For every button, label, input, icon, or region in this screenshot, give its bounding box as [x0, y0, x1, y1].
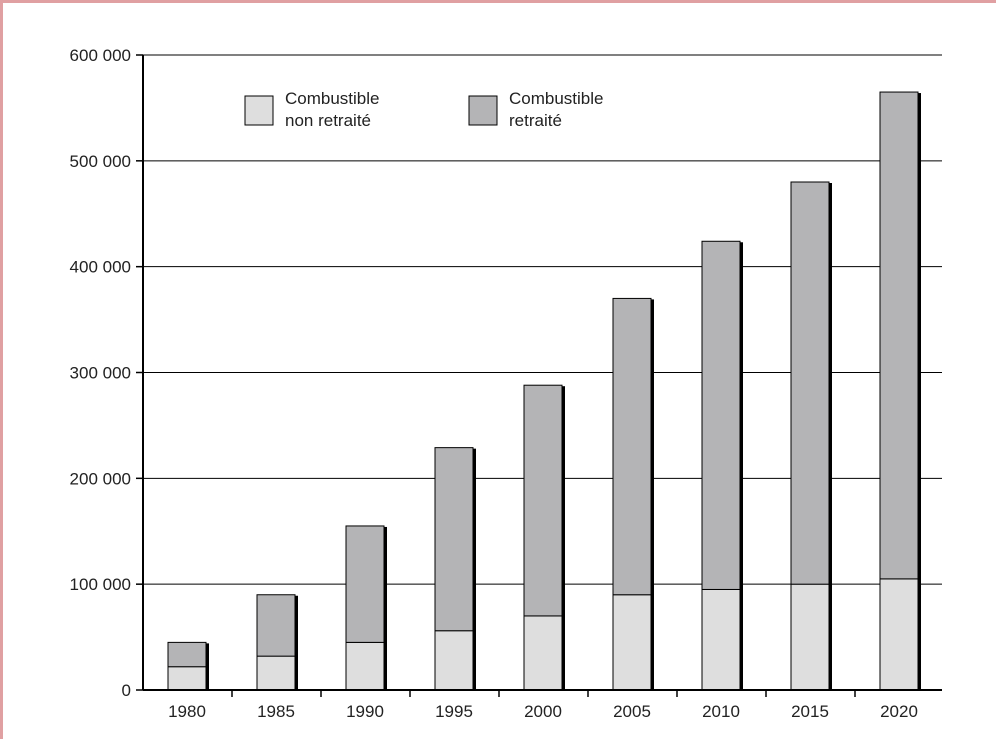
legend-swatch [244, 95, 274, 126]
bar-segment-non-retraite [256, 655, 296, 691]
bar-shadow [651, 299, 654, 690]
y-tick-label: 500 000 [70, 152, 131, 171]
y-tick-label: 400 000 [70, 258, 131, 277]
bar-segment-retraite [701, 240, 741, 590]
bar-shadow [562, 386, 565, 690]
bar-shadow [473, 448, 476, 690]
x-tick-label: 2000 [524, 702, 562, 721]
bar-segment-non-retraite [701, 588, 741, 691]
y-tick-label: 0 [122, 681, 131, 700]
bar-shadow [918, 93, 921, 690]
bar-segment-non-retraite [434, 630, 474, 691]
legend-swatch [468, 95, 498, 126]
bar-segment-retraite [523, 384, 563, 617]
legend-label: non retraité [285, 111, 371, 130]
bar-segment-non-retraite [523, 615, 563, 691]
bar-segment-retraite [612, 297, 652, 596]
legend-label: retraité [509, 111, 562, 130]
bar-shadow [384, 526, 387, 690]
bar-segment-non-retraite [790, 583, 830, 691]
y-tick-label: 600 000 [70, 46, 131, 65]
bar-segment-retraite [345, 525, 385, 643]
x-tick-label: 1995 [435, 702, 473, 721]
bar-segment-retraite [256, 594, 296, 657]
y-tick-label: 200 000 [70, 469, 131, 488]
bars [167, 91, 921, 691]
x-tick-label: 1990 [346, 702, 384, 721]
x-tick-label: 2005 [613, 702, 651, 721]
y-tick-label: 100 000 [70, 575, 131, 594]
bar-segment-non-retraite [167, 666, 207, 691]
bar-segment-retraite [790, 181, 830, 585]
frame-top-border [0, 0, 996, 3]
x-tick-label: 2020 [880, 702, 918, 721]
legend: Combustible non retraité Combustible retrai… [244, 89, 604, 130]
frame-left-border [0, 0, 3, 739]
bar-shadow [206, 643, 209, 690]
bar-segment-non-retraite [612, 594, 652, 691]
bar-segment-non-retraite [879, 578, 919, 691]
bar-shadow [295, 595, 298, 690]
x-tick-label: 2015 [791, 702, 829, 721]
x-tick-label: 1985 [257, 702, 295, 721]
y-tick-labels: 0 100 000 200 000 300 000 400 000 500 000 600 … [70, 46, 131, 700]
legend-label: Combustible [509, 89, 604, 108]
bar-segment-retraite [167, 641, 207, 668]
x-tick-label: 2010 [702, 702, 740, 721]
legend-label: Combustible [285, 89, 380, 108]
x-tick-labels: 1980 1985 1990 1995 2000 2005 2010 2015 2020 [168, 702, 918, 721]
bar-segment-retraite [879, 91, 919, 580]
bar-segment-non-retraite [345, 641, 385, 691]
bar-shadow [829, 183, 832, 690]
x-tick-label: 1980 [168, 702, 206, 721]
y-tick-label: 300 000 [70, 364, 131, 383]
bar-segment-retraite [434, 447, 474, 632]
bar-shadow [740, 242, 743, 690]
axes [136, 54, 942, 697]
